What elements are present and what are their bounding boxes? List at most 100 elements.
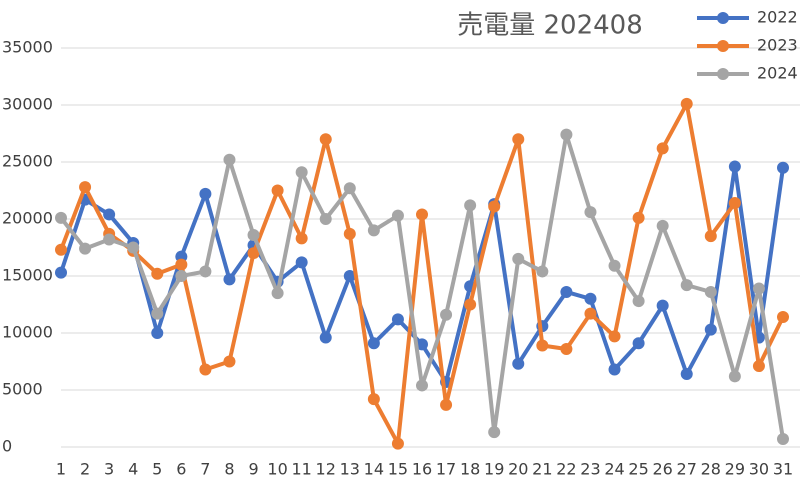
x-tick-label: 5 (152, 460, 162, 479)
data-point (728, 370, 741, 383)
x-tick-label: 19 (484, 460, 504, 479)
data-point (416, 208, 428, 221)
x-tick-label: 27 (677, 460, 697, 479)
data-point (560, 285, 573, 298)
data-point (704, 230, 717, 243)
y-tick-label: 15000 (2, 266, 53, 285)
data-point (343, 270, 356, 282)
data-point (777, 311, 789, 324)
data-point (319, 213, 332, 225)
data-point (55, 266, 67, 279)
y-tick-label: 25000 (2, 152, 53, 171)
data-point (223, 153, 236, 166)
data-point (55, 211, 67, 224)
data-point (271, 287, 284, 300)
x-tick-label: 1 (56, 460, 66, 479)
data-point (367, 224, 380, 237)
x-tick-label: 29 (725, 460, 745, 479)
x-tick-label: 14 (364, 460, 384, 479)
x-tick-label: 17 (436, 460, 456, 479)
x-tick-label: 16 (412, 460, 432, 479)
data-point (608, 330, 621, 343)
x-tick-label: 28 (701, 460, 721, 479)
chart-title: 売電量 202408 (457, 11, 643, 41)
data-point (55, 243, 67, 256)
data-point (512, 357, 525, 370)
data-point (103, 208, 116, 221)
data-point (151, 327, 164, 339)
data-point (295, 166, 308, 179)
data-point (79, 181, 92, 194)
data-point (584, 307, 597, 320)
x-tick-label: 15 (388, 460, 408, 479)
data-point (199, 363, 212, 376)
data-point (319, 133, 332, 146)
data-point (680, 97, 693, 110)
data-point (151, 267, 164, 280)
data-point (777, 161, 789, 174)
x-tick-label: 11 (291, 460, 311, 479)
x-tick-label: 25 (628, 460, 648, 479)
data-point (175, 270, 188, 282)
data-point (199, 187, 212, 200)
data-point (440, 398, 453, 411)
legend-marker (717, 12, 729, 24)
data-point (560, 128, 573, 141)
x-tick-label: 13 (340, 460, 360, 479)
legend-marker (717, 68, 729, 80)
x-tick-label: 12 (316, 460, 336, 479)
data-point (560, 342, 573, 355)
legend-label: 2023 (757, 36, 798, 55)
data-point (367, 393, 380, 406)
x-tick-label: 22 (556, 460, 576, 479)
data-point (464, 298, 477, 311)
data-point (343, 227, 356, 240)
data-point (247, 228, 260, 241)
data-point (295, 232, 308, 245)
data-point (728, 197, 741, 210)
data-point (752, 360, 765, 373)
data-point (247, 247, 260, 260)
data-point (175, 258, 188, 271)
data-point (151, 307, 164, 320)
data-point (488, 200, 501, 213)
data-point (680, 279, 693, 292)
data-point (536, 339, 549, 352)
data-point (199, 265, 212, 278)
data-point (367, 337, 380, 350)
data-point (488, 426, 501, 439)
y-tick-label: 20000 (2, 209, 53, 228)
data-point (656, 142, 669, 155)
data-point (656, 219, 669, 232)
data-point (295, 256, 308, 269)
data-point (632, 211, 645, 224)
x-tick-label: 4 (128, 460, 138, 479)
x-tick-label: 9 (248, 460, 258, 479)
data-point (464, 199, 477, 212)
data-point (416, 379, 428, 392)
data-point (584, 292, 597, 305)
data-point (728, 160, 741, 173)
data-point (223, 273, 236, 286)
data-point (79, 242, 92, 255)
x-tick-label: 26 (652, 460, 672, 479)
x-tick-label: 10 (267, 460, 287, 479)
data-point (632, 295, 645, 308)
x-tick-label: 30 (749, 460, 769, 479)
data-point (416, 338, 428, 351)
y-tick-label: 35000 (2, 38, 53, 57)
x-tick-label: 31 (773, 460, 793, 479)
data-point (512, 252, 525, 265)
data-point (632, 337, 645, 350)
x-tick-label: 24 (604, 460, 624, 479)
legend-label: 2022 (757, 8, 798, 27)
x-tick-label: 3 (104, 460, 114, 479)
x-tick-label: 2 (80, 460, 90, 479)
data-point (656, 299, 669, 312)
data-point (271, 184, 284, 197)
y-tick-label: 30000 (2, 95, 53, 114)
data-point (391, 209, 404, 222)
data-point (391, 313, 404, 326)
x-tick-label: 6 (176, 460, 186, 479)
x-tick-label: 21 (532, 460, 552, 479)
